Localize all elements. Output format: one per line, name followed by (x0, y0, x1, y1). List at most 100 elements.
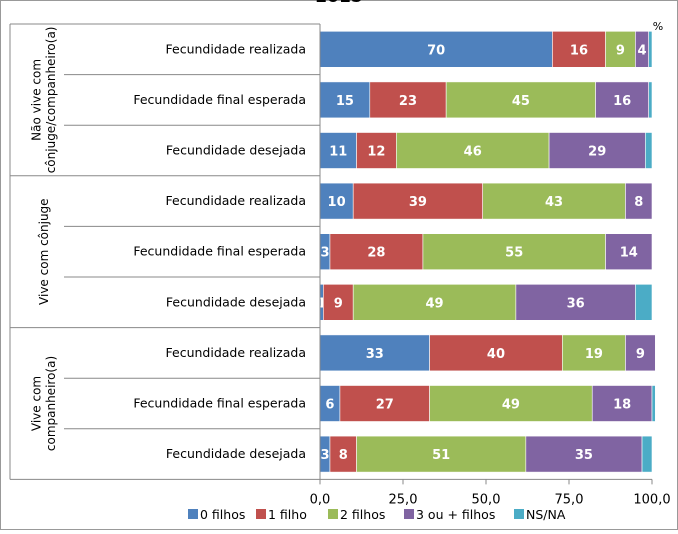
bar-segment (369, 81, 447, 119)
data-label: 6 (325, 398, 334, 413)
bar-segment (605, 233, 653, 270)
legend-label: 1 filho (268, 507, 307, 522)
data-label: 12 (367, 145, 385, 160)
bar-segment (525, 435, 643, 473)
category-label: Fecundidade realizada (166, 193, 307, 208)
bar-segment (352, 182, 483, 220)
bar-segment (319, 334, 430, 372)
x-tick-label: 100,0 (633, 492, 670, 507)
category-label: Fecundidade realizada (166, 345, 307, 360)
data-label: 39 (409, 195, 427, 210)
category-label: Fecundidade final esperada (133, 244, 306, 259)
group-labels: Não vive comcônjuge/companheiro(a) Vive c… (29, 27, 57, 452)
group-label: Vive com cônjuge (37, 198, 51, 305)
chart-title: 2015 (315, 0, 362, 7)
bar-segment (548, 132, 646, 169)
group-label: Vive comcompanheiro(a) (29, 356, 57, 451)
data-label: 4 (638, 43, 647, 58)
bar-segment (625, 182, 653, 220)
data-label: 18 (613, 398, 631, 413)
legend-swatch (328, 509, 338, 519)
category-label: Fecundidade desejada (166, 143, 306, 158)
bar-segment (323, 283, 354, 321)
data-label: 3 (320, 448, 329, 463)
bar-segment (625, 334, 656, 372)
bar-segment (356, 132, 397, 169)
data-label: 11 (329, 145, 347, 160)
legend-label: 3 ou + filhos (416, 507, 495, 522)
data-label: 51 (432, 448, 450, 463)
category-label: Fecundidade desejada (166, 446, 306, 461)
bar-segment (396, 132, 550, 169)
bar-segment (422, 233, 606, 270)
bar-segment (635, 283, 653, 321)
legend-label: 0 filhos (200, 507, 245, 522)
data-label: 16 (570, 43, 588, 58)
bar-segment (352, 283, 517, 321)
data-label: 70 (427, 43, 445, 58)
bar-segment (319, 81, 371, 119)
data-label: 33 (366, 347, 384, 362)
data-label: 35 (575, 448, 593, 463)
group-label: Não vive comcônjuge/companheiro(a) (29, 27, 57, 174)
data-label: 19 (585, 347, 603, 362)
category-label: Fecundidade desejada (166, 294, 306, 309)
data-label: 14 (620, 246, 638, 261)
data-label: 3 (320, 246, 329, 261)
bar-segment (562, 334, 626, 372)
data-label: 36 (567, 296, 585, 311)
data-label: 8 (634, 195, 643, 210)
bar-segment (515, 283, 636, 321)
bar-segment (329, 233, 424, 270)
bar-segment (552, 30, 606, 68)
category-label: Fecundidade final esperada (133, 92, 306, 107)
legend-label: 2 filhos (340, 507, 385, 522)
bar-segment (641, 435, 653, 473)
data-label: 29 (588, 145, 606, 160)
data-label: 8 (339, 448, 348, 463)
data-label: 46 (464, 145, 482, 160)
bar-segment (429, 385, 593, 422)
data-label: 43 (545, 195, 563, 210)
x-axis: 0,0 25,0 50,0 75,0 100,0 (9, 23, 671, 507)
data-label: 49 (502, 398, 520, 413)
data-label: 16 (613, 94, 631, 109)
data-label: 1 (317, 296, 326, 311)
data-label: 28 (367, 246, 385, 261)
x-tick-label: 0,0 (310, 492, 331, 507)
data-label: 15 (336, 94, 354, 109)
legend-swatch (404, 509, 414, 519)
legend-swatch (256, 509, 266, 519)
bar-segment (319, 182, 354, 220)
category-labels: Fecundidade realizada Fecundidade final e… (133, 41, 306, 461)
legend: 0 filhos 1 filho 2 filhos 3 ou + filhos NS/N… (188, 507, 566, 522)
data-label: 9 (616, 43, 625, 58)
bar-segment (356, 435, 527, 473)
bar-segment (319, 30, 553, 68)
category-label: Fecundidade final esperada (133, 396, 306, 411)
bar-segment (648, 30, 653, 68)
bar-segment (339, 385, 430, 422)
x-tick-label: 75,0 (555, 492, 584, 507)
data-label: 10 (328, 195, 346, 210)
data-label: 23 (399, 94, 417, 109)
data-label: 9 (636, 347, 645, 362)
x-tick-label: 25,0 (389, 492, 418, 507)
bar-segment (595, 81, 649, 119)
data-label: 49 (425, 296, 443, 311)
data-label: 55 (505, 246, 523, 261)
data-label: 40 (487, 347, 505, 362)
bar-segment (648, 81, 653, 119)
x-tick-label: 50,0 (472, 492, 501, 507)
unit-label: % (653, 20, 663, 33)
legend-label: NS/NA (526, 507, 566, 522)
bar-segment (445, 81, 596, 119)
legend-swatch (188, 509, 198, 519)
category-label: Fecundidade realizada (166, 41, 307, 56)
bar-segment (645, 132, 653, 169)
data-label: 27 (376, 398, 394, 413)
bar-segment (651, 385, 656, 422)
